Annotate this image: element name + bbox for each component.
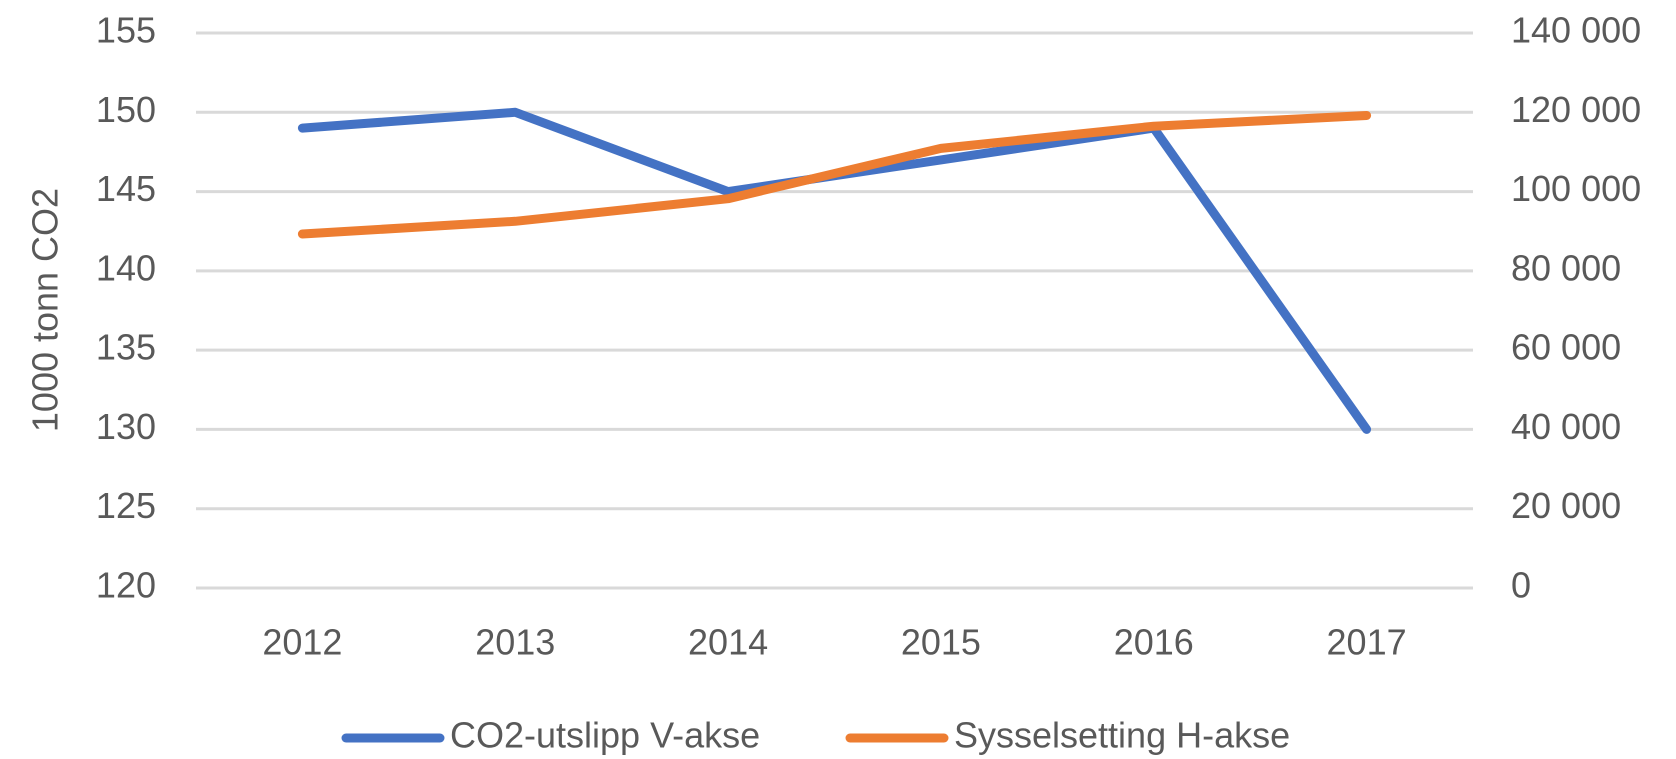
y-tick-label: 125 xyxy=(96,485,156,526)
x-tick-label: 2012 xyxy=(262,622,342,663)
y-tick-label: 130 xyxy=(96,406,156,447)
legend-label: Sysselsetting H-akse xyxy=(954,715,1290,756)
x-tick-label: 2015 xyxy=(901,622,981,663)
y2-tick-label: 100 000 xyxy=(1511,168,1641,209)
y2-tick-label: 80 000 xyxy=(1511,247,1621,288)
y-axis-label: 1000 tonn CO2 xyxy=(25,188,66,432)
y-tick-label: 120 xyxy=(96,565,156,606)
y2-tick-label: 40 000 xyxy=(1511,406,1621,447)
y-tick-label: 140 xyxy=(96,247,156,288)
x-tick-label: 2013 xyxy=(475,622,555,663)
x-tick-label: 2017 xyxy=(1327,622,1407,663)
x-tick-label: 2014 xyxy=(688,622,768,663)
legend-label: CO2-utslipp V-akse xyxy=(450,715,760,756)
y2-tick-label: 140 000 xyxy=(1511,10,1641,51)
y-tick-label: 155 xyxy=(96,10,156,51)
y2-tick-label: 20 000 xyxy=(1511,485,1621,526)
line-series xyxy=(297,111,1372,239)
y-tick-label: 135 xyxy=(96,327,156,368)
x-tick-label: 2016 xyxy=(1114,622,1194,663)
y-tick-label: 145 xyxy=(96,168,156,209)
y-tick-label: 150 xyxy=(96,89,156,130)
y2-tick-label: 120 000 xyxy=(1511,89,1641,130)
y2-tick-label: 0 xyxy=(1511,565,1531,606)
y2-tick-label: 60 000 xyxy=(1511,327,1621,368)
